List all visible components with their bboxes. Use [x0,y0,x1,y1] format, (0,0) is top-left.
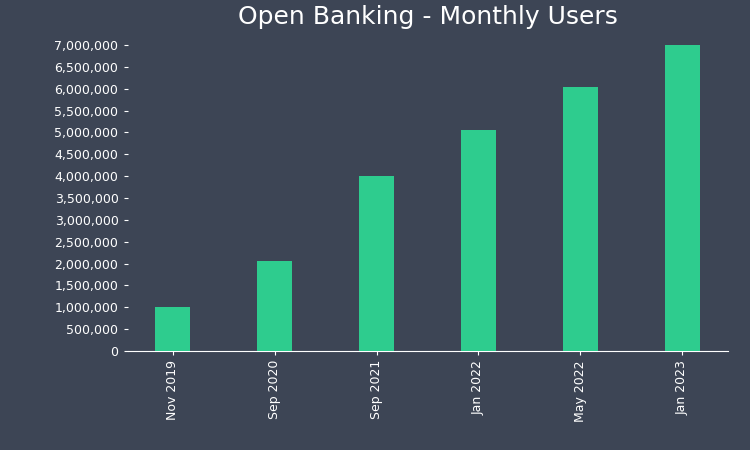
Title: Open Banking - Monthly Users: Open Banking - Monthly Users [238,5,617,29]
Bar [460,130,496,351]
Bar [664,45,700,351]
Bar [256,261,292,351]
Bar [562,86,598,351]
Bar [154,307,190,351]
Bar [358,176,394,351]
